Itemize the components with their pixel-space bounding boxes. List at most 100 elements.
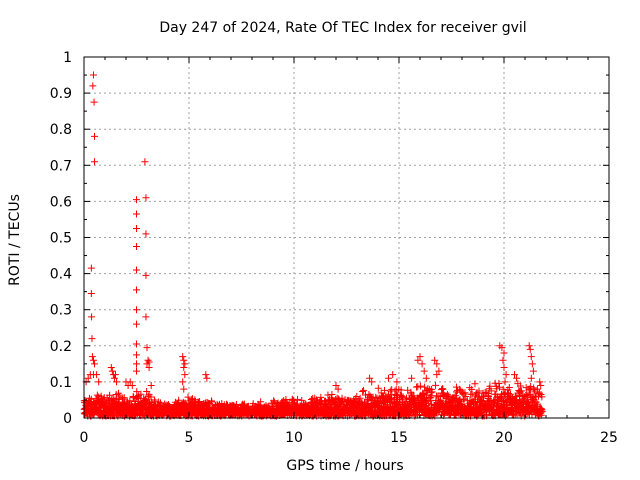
plot-frame bbox=[83, 56, 610, 419]
data-point bbox=[133, 360, 140, 368]
data-point bbox=[385, 374, 392, 382]
data-point bbox=[438, 399, 446, 407]
y-tick-label: 0.4 bbox=[50, 267, 72, 283]
grid bbox=[84, 57, 609, 418]
data-point bbox=[397, 386, 405, 394]
data-point bbox=[133, 367, 140, 375]
data-point bbox=[142, 230, 150, 238]
data-point bbox=[398, 392, 406, 400]
data-point bbox=[137, 390, 145, 398]
data-point bbox=[529, 367, 537, 375]
data-point bbox=[380, 386, 388, 394]
data-point bbox=[517, 387, 525, 395]
data-point bbox=[513, 374, 521, 382]
data-point bbox=[133, 286, 140, 294]
data-point bbox=[126, 378, 134, 386]
data-point bbox=[498, 344, 506, 352]
data-point bbox=[88, 335, 96, 343]
data-point bbox=[147, 393, 155, 401]
data-point bbox=[487, 387, 495, 395]
data-point bbox=[500, 363, 508, 371]
data-point bbox=[313, 396, 321, 404]
data-point bbox=[444, 393, 452, 401]
data-point bbox=[414, 356, 422, 364]
data-point bbox=[421, 383, 429, 391]
data-point bbox=[495, 379, 503, 387]
data-point bbox=[372, 393, 380, 401]
data-point bbox=[133, 224, 140, 232]
data-point bbox=[486, 382, 494, 390]
data-point bbox=[88, 353, 96, 361]
data-point bbox=[432, 381, 440, 389]
data-point bbox=[90, 98, 98, 106]
data-point bbox=[511, 371, 518, 379]
data-point bbox=[87, 289, 95, 297]
data-point bbox=[461, 389, 469, 397]
data-point bbox=[499, 356, 507, 364]
data-point bbox=[108, 367, 116, 375]
data-point bbox=[389, 371, 397, 379]
data-point bbox=[362, 391, 370, 399]
data-point bbox=[501, 378, 509, 386]
data-point bbox=[422, 374, 430, 382]
data-point bbox=[393, 378, 401, 386]
data-point bbox=[525, 342, 533, 350]
y-tick-label: 0.9 bbox=[50, 86, 72, 102]
data-point bbox=[91, 360, 98, 368]
data-point bbox=[517, 382, 525, 390]
data-point bbox=[145, 399, 153, 407]
data-point bbox=[270, 398, 278, 406]
data-point bbox=[533, 385, 541, 393]
data-point bbox=[113, 378, 121, 386]
data-point bbox=[107, 363, 115, 371]
data-point bbox=[538, 393, 546, 401]
data-point bbox=[180, 363, 188, 371]
data-point bbox=[499, 385, 507, 393]
data-point bbox=[424, 385, 432, 393]
data-point bbox=[84, 374, 92, 382]
data-point bbox=[537, 382, 545, 390]
data-point bbox=[133, 243, 140, 251]
data-point bbox=[332, 382, 340, 390]
data-point bbox=[536, 378, 544, 386]
data-point bbox=[143, 344, 151, 352]
y-tick-label: 0.3 bbox=[50, 303, 72, 319]
data-point bbox=[85, 394, 93, 402]
data-point bbox=[203, 374, 211, 382]
data-point bbox=[462, 393, 470, 401]
data-point bbox=[451, 392, 459, 400]
data-point bbox=[133, 210, 140, 218]
x-tick-label: 20 bbox=[495, 430, 513, 446]
y-tick-label: 0.2 bbox=[50, 339, 72, 355]
data-point bbox=[416, 382, 424, 390]
data-point bbox=[91, 158, 98, 166]
data-point bbox=[142, 271, 150, 279]
x-tick-label: 5 bbox=[185, 430, 194, 446]
data-point bbox=[506, 390, 514, 398]
data-point bbox=[527, 353, 535, 361]
data-point bbox=[427, 389, 435, 397]
x-tick-label: 15 bbox=[390, 430, 408, 446]
data-point bbox=[359, 388, 367, 396]
data-point bbox=[133, 196, 140, 204]
data-point bbox=[89, 356, 97, 364]
data-point bbox=[391, 387, 399, 395]
x-tick-label: 0 bbox=[80, 430, 89, 446]
data-point bbox=[298, 396, 306, 404]
x-axis-label: GPS time / hours bbox=[286, 458, 403, 474]
y-tick-label: 1 bbox=[63, 50, 72, 66]
x-tick-label: 25 bbox=[600, 430, 618, 446]
data-point bbox=[433, 360, 441, 368]
data-point bbox=[471, 380, 479, 388]
data-point bbox=[179, 353, 187, 361]
data-point bbox=[366, 374, 374, 382]
data-point bbox=[270, 397, 278, 405]
data-point bbox=[196, 397, 204, 405]
data-point bbox=[143, 360, 151, 368]
data-point bbox=[439, 385, 447, 393]
data-point bbox=[496, 383, 504, 391]
data-point bbox=[293, 400, 301, 408]
data-point bbox=[420, 367, 428, 375]
data-point bbox=[133, 393, 141, 401]
